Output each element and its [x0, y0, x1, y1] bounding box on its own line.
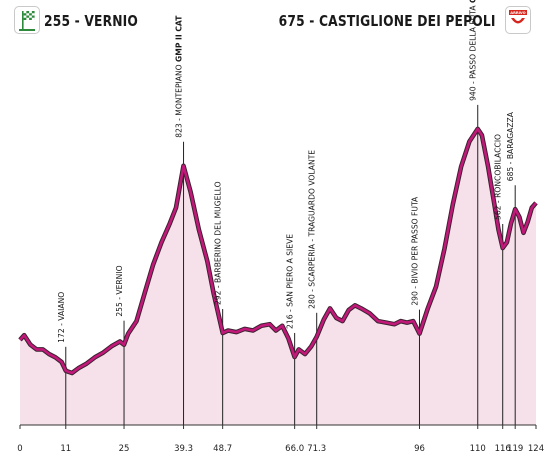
- x-tick-label: 71.3: [307, 444, 326, 454]
- x-tick-label: 48.7: [213, 444, 232, 454]
- annotation-label-text: 940 - PASSO DELLA FUTA: [469, 3, 478, 101]
- annotation-label: 280 - SCARPERIA - TRAGUARDO VOLANTE: [308, 150, 317, 309]
- annotation-label: 216 - SAN PIERO A SIEVE: [286, 234, 295, 329]
- x-tick-label: 110: [470, 444, 486, 454]
- x-tick-label: 11: [60, 444, 71, 454]
- annotation-label: 940 - PASSO DELLA FUTA GPM I CAT: [469, 0, 478, 101]
- annotation-label: 823 - MONTEPIANO GMP II CAT: [175, 15, 184, 138]
- annotation-category: GPM I CAT: [469, 0, 478, 3]
- annotation-label: 685 - BARAGAZZA: [506, 111, 515, 181]
- finish-arrow-icon: ARRIVO: [505, 6, 531, 34]
- x-tick-label: 119: [507, 444, 523, 454]
- annotation-label: 172 - VAIANO: [57, 292, 66, 343]
- annotation-label-text: 562 - RONCOBILACCIO: [494, 134, 503, 220]
- x-tick-label: 0: [17, 444, 22, 454]
- x-tick-label: 116: [495, 444, 511, 454]
- start-location-title: 255 - VERNIO: [44, 12, 139, 30]
- finish-badge-label: ARRIVO: [510, 11, 525, 15]
- annotation-label: 292 - BARBERINO DEL MUGELLO: [214, 181, 223, 305]
- annotation-label: 562 - RONCOBILACCIO: [494, 134, 503, 220]
- annotation-label-text: 292 - BARBERINO DEL MUGELLO: [214, 181, 223, 305]
- x-tick-label: 66.0: [285, 444, 304, 454]
- annotation-label-text: 685 - BARAGAZZA: [506, 111, 515, 181]
- profile-area: [20, 128, 536, 425]
- annotation-labels: 172 - VAIANO 255 - VERNIO 823 - MONTEPIANO…: [57, 0, 515, 343]
- annotation-label-text: 823 - MONTEPIANO: [175, 62, 184, 138]
- x-tick-label: 39.3: [174, 444, 193, 454]
- annotation-label-text: 280 - SCARPERIA - TRAGUARDO VOLANTE: [308, 150, 317, 309]
- profile-line: [19, 127, 537, 375]
- annotation-label-text: 290 - BIVIO PER PASSO FUTA: [410, 196, 419, 306]
- finish-location-title: 675 - CASTIGLIONE DEI PEPOLI: [278, 12, 496, 30]
- x-tick-label: 124: [528, 444, 544, 454]
- annotation-label-text: 216 - SAN PIERO A SIEVE: [286, 234, 295, 329]
- x-tick-label: 96: [414, 444, 425, 454]
- annotation-label-text: 172 - VAIANO: [57, 292, 66, 343]
- checkered-flag-icon: [14, 6, 40, 34]
- annotation-category: GMP II CAT: [175, 15, 184, 62]
- annotation-label: 290 - BIVIO PER PASSO FUTA: [410, 196, 419, 306]
- annotation-label: 255 - VERNIO: [115, 265, 124, 316]
- annotation-label-text: 255 - VERNIO: [115, 265, 124, 316]
- x-tick-label: 25: [119, 444, 130, 454]
